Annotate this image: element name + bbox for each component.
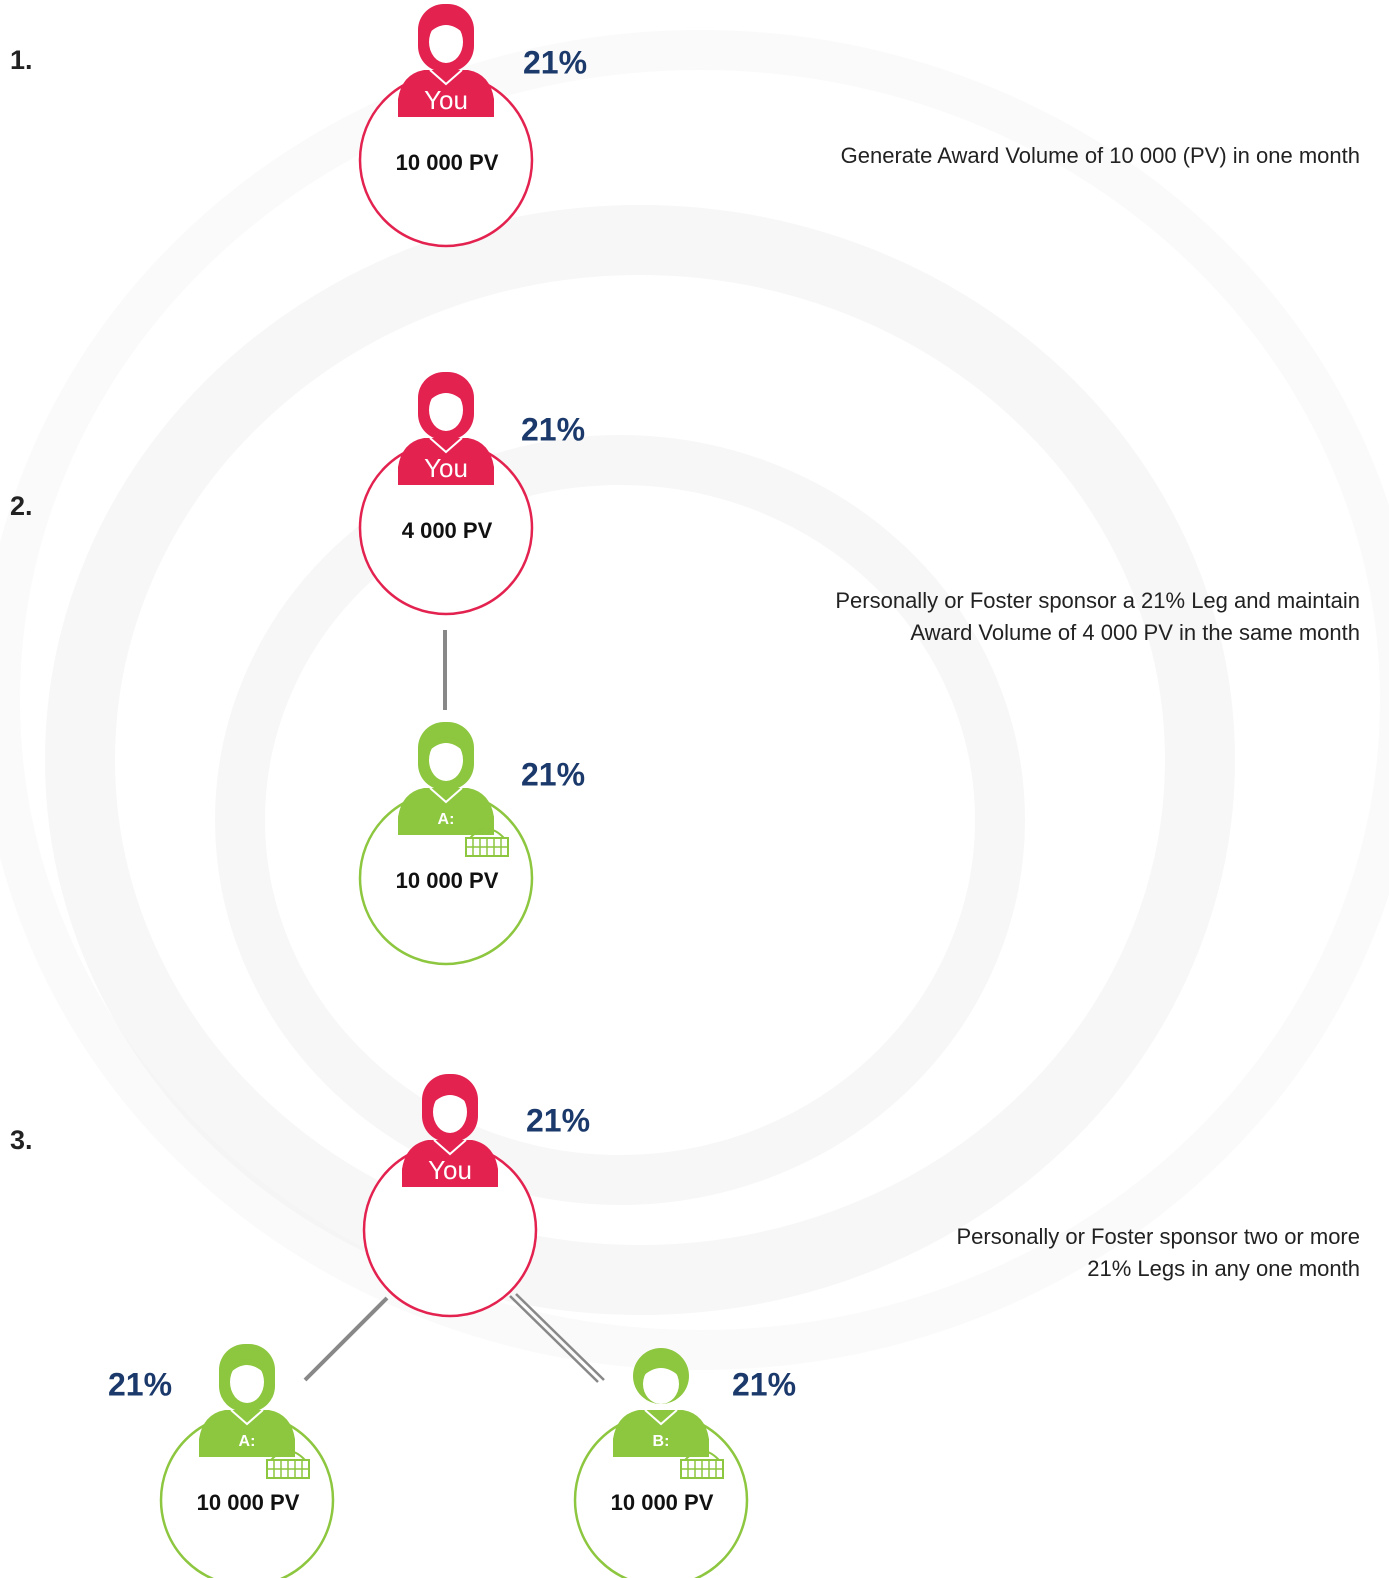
- content: 1. Generate Award Volume of 10 000 (PV) i…: [10, 4, 1360, 1578]
- person-fringe: [428, 19, 464, 34]
- step-number: 2.: [10, 491, 33, 521]
- step-description: Personally or Foster sponsor two or more: [957, 1224, 1361, 1249]
- node-label: You: [424, 85, 468, 115]
- person-body: [398, 70, 494, 117]
- node-percent: 21%: [526, 1102, 590, 1138]
- node-percent: 21%: [523, 44, 587, 80]
- person-face: [429, 389, 463, 431]
- person-hair: [641, 1360, 681, 1378]
- node: You 21%: [362, 1074, 590, 1318]
- node: A: 21% 10 000 PV: [108, 1344, 335, 1578]
- connector: [303, 1296, 389, 1382]
- step-description: Personally or Foster sponsor a 21% Leg a…: [835, 588, 1360, 613]
- step-description: Award Volume of 4 000 PV in the same mon…: [910, 620, 1360, 645]
- basket-handle: [270, 1450, 306, 1461]
- basket-handle: [469, 828, 505, 839]
- person-face: [230, 1361, 264, 1403]
- person-collar: [429, 437, 463, 454]
- node-volume: 10 000 PV: [396, 150, 499, 175]
- node-volume: 10 000 PV: [611, 1490, 714, 1515]
- node-percent: 21%: [732, 1366, 796, 1402]
- step-description: 21% Legs in any one month: [1087, 1256, 1360, 1281]
- node-label: A:: [239, 1433, 256, 1450]
- node-percent: 21%: [521, 756, 585, 792]
- node-percent: 21%: [108, 1366, 172, 1402]
- person-body: [199, 1410, 295, 1457]
- node-volume: 4 000 PV: [402, 518, 493, 543]
- step-number: 1.: [10, 45, 33, 75]
- node: B: 21% 10 000 PV: [573, 1348, 796, 1578]
- person-fringe: [428, 737, 464, 752]
- node-label: You: [428, 1155, 472, 1185]
- step-number: 3.: [10, 1125, 33, 1155]
- person-collar: [433, 1139, 467, 1156]
- person-face: [429, 739, 463, 781]
- person-body: [398, 788, 494, 835]
- node-percent: 21%: [521, 411, 585, 447]
- background-swirl: [0, 30, 1389, 1370]
- node-volume: 10 000 PV: [197, 1490, 300, 1515]
- person-fringe: [428, 387, 464, 402]
- person-body: [402, 1140, 498, 1187]
- person-fringe: [432, 1089, 468, 1104]
- person-face: [429, 21, 463, 63]
- node: You 21% 4 000 PV: [358, 372, 585, 616]
- node-label: B:: [653, 1433, 670, 1450]
- node-label: A:: [438, 811, 455, 828]
- person-face: [643, 1364, 679, 1404]
- node: A: 21% 10 000 PV: [358, 722, 585, 966]
- person-fringe: [229, 1359, 265, 1374]
- person-face: [433, 1091, 467, 1133]
- person-collar: [429, 69, 463, 86]
- connector: [515, 1293, 605, 1381]
- basket-handle: [684, 1450, 720, 1461]
- node-label: You: [424, 453, 468, 483]
- connector: [509, 1295, 599, 1383]
- person-collar: [429, 787, 463, 804]
- person-collar: [644, 1409, 678, 1426]
- person-body: [398, 438, 494, 485]
- person-collar: [230, 1409, 264, 1426]
- node-volume: 10 000 PV: [396, 868, 499, 893]
- step-description: Generate Award Volume of 10 000 (PV) in …: [841, 143, 1360, 168]
- person-body: [613, 1410, 709, 1457]
- node: You 21% 10 000 PV: [358, 4, 587, 248]
